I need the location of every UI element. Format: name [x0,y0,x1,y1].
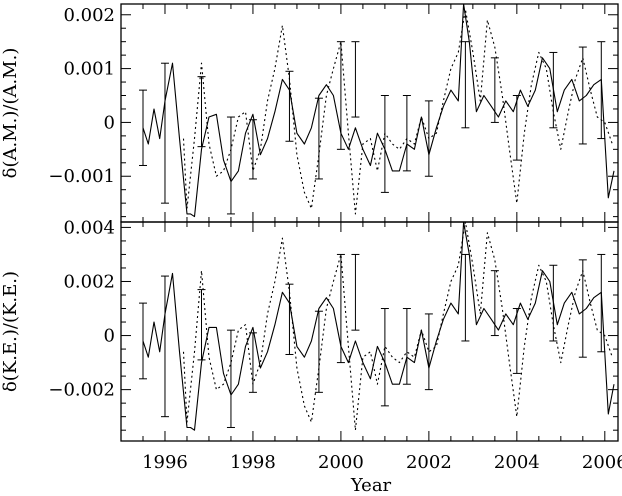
y-tick-label: 0.001 [63,59,115,80]
x-tick-label: 2002 [406,452,452,473]
x-tick-label: 2000 [318,452,364,473]
y-tick-label: 0 [104,112,115,133]
data-layer [138,222,615,431]
series-line-dotted [182,8,613,215]
plot-frame [120,3,619,223]
y-tick-label: −0.002 [48,380,115,401]
panel-top: −0.001 0 0.001 0.002 δ(A.M.)/(A.M.) [0,3,619,223]
x-tick-label: 1998 [230,452,276,473]
series-line-solid [142,4,615,218]
x-tick-label: 2006 [582,452,622,473]
y-tick-label: 0.002 [63,5,115,26]
y-axis-label: δ(A.M.)/(A.M.) [0,48,21,179]
panel-bottom: 1996 1998 2000 2002 2004 2006 −0.002 0 0.002 0.00… [0,217,622,473]
y-tick-label: −0.001 [48,166,115,187]
series-line-dotted [182,222,613,431]
data-layer [138,4,615,218]
x-tick-label: 1996 [142,452,188,473]
plot-frame [120,221,619,442]
y-tick-label: 0.004 [63,217,115,238]
y-tick-label: 0 [104,326,115,347]
y-axis-label: δ(K.E.)/(K.E.) [0,271,21,392]
y-tick-label: 0.002 [63,271,115,292]
x-axis-label: Year [350,475,392,496]
x-tick-label: 2004 [494,452,540,473]
series-line-solid [142,222,615,431]
